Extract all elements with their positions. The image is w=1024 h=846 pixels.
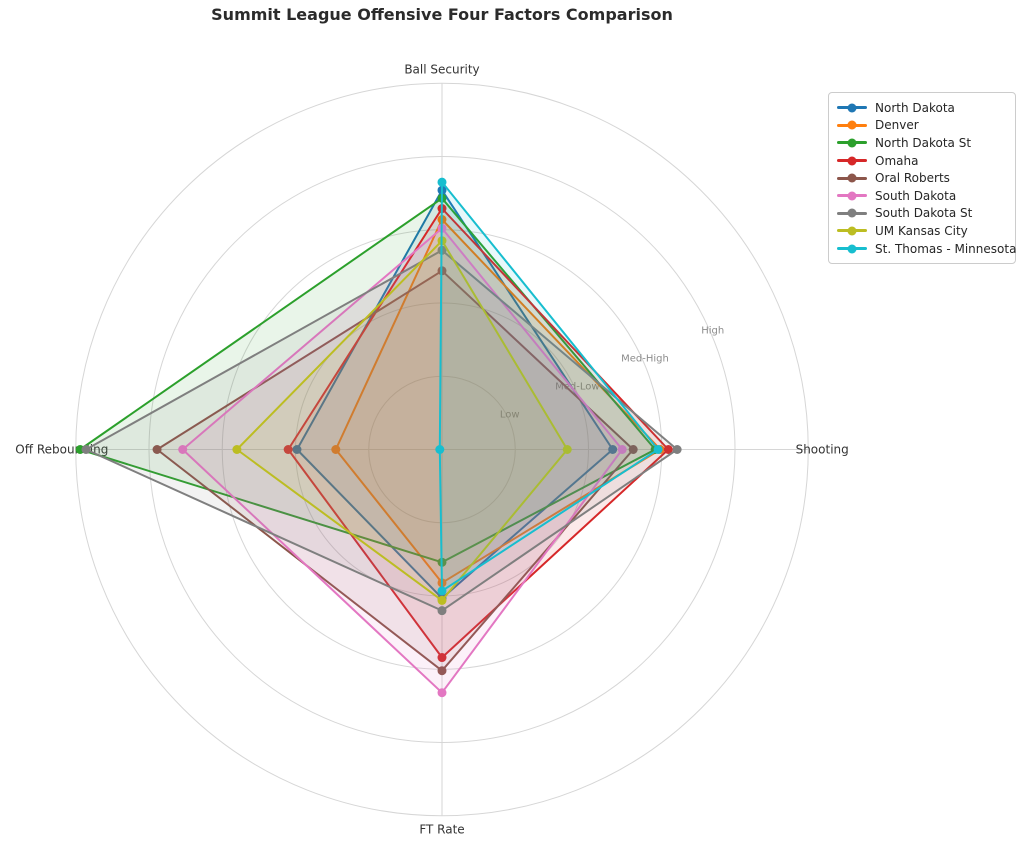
category-axis-label: FT Rate [419, 823, 464, 837]
legend-label: Oral Roberts [875, 171, 950, 186]
legend-line-marker-icon [837, 120, 867, 131]
legend-item: Omaha [837, 152, 1007, 170]
data-point [437, 666, 447, 676]
legend-line-marker-icon [837, 208, 867, 219]
legend-item: Denver [837, 117, 1007, 135]
legend-item: UM Kansas City [837, 222, 1007, 240]
legend-item: South Dakota St [837, 205, 1007, 223]
series-fill [297, 190, 613, 599]
legend-label: St. Thomas - Minnesota [875, 241, 1017, 256]
data-point [283, 445, 293, 454]
data-point [617, 445, 627, 454]
category-axis-label: Ball Security [404, 62, 479, 76]
legend-line-marker-icon [837, 155, 867, 166]
radial-tick-label: Med-High [621, 353, 669, 364]
data-point [437, 586, 447, 596]
legend-label: North Dakota [875, 100, 955, 115]
legend-label: North Dakota St [875, 135, 972, 150]
data-point [562, 445, 572, 454]
legend-label: Denver [875, 118, 919, 133]
legend-item: North Dakota St [837, 134, 1007, 152]
data-point [232, 445, 242, 454]
legend-line-marker-icon [837, 173, 867, 184]
legend-item: North Dakota [837, 99, 1007, 117]
legend-item: Oral Roberts [837, 169, 1007, 187]
legend-label: South Dakota [875, 188, 957, 203]
chart-legend: North Dakota Denver North Dakota St Omah… [828, 92, 1016, 265]
legend-label: UM Kansas City [875, 223, 968, 238]
chart-title: Summit League Offensive Four Factors Com… [211, 5, 673, 24]
legend-label: Omaha [875, 153, 919, 168]
data-point [81, 445, 91, 454]
series-fill [439, 182, 659, 591]
data-point [331, 445, 341, 454]
radial-tick-label: Med-Low [555, 381, 599, 392]
legend-line-marker-icon [837, 190, 867, 201]
data-point [437, 688, 447, 698]
legend-line-marker-icon [837, 102, 867, 113]
series-fill [182, 228, 623, 693]
legend-item: St. Thomas - Minnesota [837, 240, 1016, 258]
data-point [628, 445, 638, 454]
series-fill [157, 270, 634, 671]
data-point [663, 445, 673, 454]
data-point [437, 177, 447, 187]
series-fill [86, 250, 678, 611]
radial-tick-label: Low [500, 409, 520, 420]
legend-line-marker-icon [837, 137, 867, 148]
legend-item: South Dakota [837, 187, 1007, 205]
series-fill [335, 219, 661, 583]
data-point [437, 606, 447, 616]
legend-line-marker-icon [837, 225, 867, 236]
legend-label: South Dakota St [875, 206, 973, 221]
series-fill [288, 208, 669, 658]
data-point [672, 445, 682, 454]
legend-line-marker-icon [837, 243, 867, 254]
data-point [608, 445, 618, 454]
data-point [435, 445, 445, 454]
data-point [292, 445, 302, 454]
category-axis-label: Shooting [796, 443, 849, 457]
data-point [653, 445, 663, 454]
series-fill [80, 198, 656, 563]
data-point [152, 445, 162, 454]
series-fill [236, 240, 568, 601]
data-point [178, 445, 188, 454]
data-point [437, 653, 447, 663]
radial-tick-label: High [701, 325, 724, 336]
data-point [437, 595, 447, 605]
